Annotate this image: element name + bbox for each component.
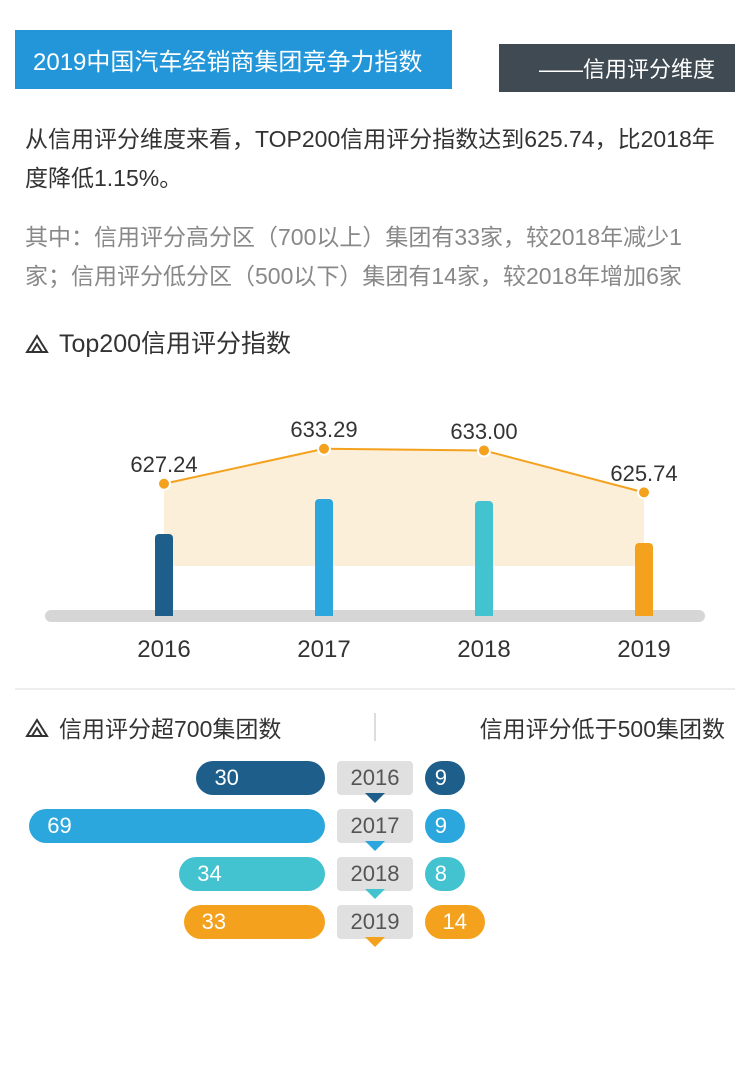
description-primary: 从信用评分维度来看，TOP200信用评分指数达到625.74，比2018年度降低… [25, 120, 725, 198]
diverging-year-cell: 2018 [325, 854, 425, 894]
triangle-icon [25, 332, 49, 352]
chart1-value-label: 627.24 [104, 452, 224, 478]
chart1-bar [475, 501, 493, 617]
triangle-icon [25, 717, 49, 737]
diverging-row: 30 2016 9 [25, 754, 725, 802]
chart1-value-label: 633.29 [264, 417, 384, 443]
chart1-baseline-track [45, 610, 705, 622]
year-badge: 2018 [337, 857, 414, 891]
dual-left-title-wrap: 信用评分超700集团数 [25, 710, 354, 744]
dual-right-title-wrap: 信用评分低于500集团数 [396, 710, 725, 744]
header-main-title: 2019中国汽车经销商集团竞争力指数 [15, 30, 452, 89]
year-badge: 2019 [337, 905, 414, 939]
dual-section-header: 信用评分超700集团数 信用评分低于500集团数 [25, 710, 725, 744]
section-title-chart1-text: Top200信用评分指数 [59, 324, 291, 360]
diverging-left-bar: 30 [196, 761, 325, 795]
chart1-x-label: 2018 [424, 636, 544, 664]
dual-right-title: 信用评分低于500集团数 [480, 710, 725, 744]
dual-left-title: 信用评分超700集团数 [59, 710, 281, 744]
diverging-year-cell: 2019 [325, 902, 425, 942]
diverging-year-cell: 2016 [325, 758, 425, 798]
chart1-x-label: 2017 [264, 636, 384, 664]
diverging-left-bar: 69 [29, 809, 325, 843]
diverging-left-bar: 33 [184, 905, 325, 939]
section-title-chart1: Top200信用评分指数 [25, 324, 725, 360]
chart1-bar [155, 534, 173, 616]
header: 2019中国汽车经销商集团竞争力指数 ——信用评分维度 [15, 30, 735, 90]
dual-separator [374, 713, 376, 741]
divider [15, 688, 735, 690]
chart1-value-label: 633.00 [424, 419, 544, 445]
diverging-left-bar: 34 [179, 857, 325, 891]
chart1-value-label: 625.74 [584, 461, 704, 487]
diverging-bar-chart: 30 2016 9 69 2017 9 34 2018 8 33 2019 14 [25, 754, 725, 946]
chart1-line-area [25, 370, 725, 620]
diverging-row: 34 2018 8 [25, 850, 725, 898]
diverging-right-bar: 9 [425, 809, 465, 843]
chevron-down-icon [365, 937, 385, 947]
diverging-right-bar: 14 [425, 905, 485, 939]
diverging-right-cell: 14 [425, 905, 725, 939]
diverging-year-cell: 2017 [325, 806, 425, 846]
description-secondary: 其中：信用评分高分区（700以上）集团有33家，较2018年减少1家；信用评分低… [25, 218, 725, 296]
diverging-left-cell: 69 [25, 809, 325, 843]
diverging-right-bar: 9 [425, 761, 465, 795]
diverging-left-cell: 30 [25, 761, 325, 795]
diverging-right-cell: 8 [425, 857, 725, 891]
diverging-right-cell: 9 [425, 761, 725, 795]
header-sub-title: ——信用评分维度 [499, 44, 735, 92]
year-badge: 2017 [337, 809, 414, 843]
chart1-bar [635, 543, 653, 617]
page: 2019中国汽车经销商集团竞争力指数 ——信用评分维度 从信用评分维度来看，TO… [0, 30, 750, 946]
diverging-row: 33 2019 14 [25, 898, 725, 946]
diverging-left-cell: 33 [25, 905, 325, 939]
year-badge: 2016 [337, 761, 414, 795]
chart1-x-label: 2016 [104, 636, 224, 664]
diverging-left-cell: 34 [25, 857, 325, 891]
chart1-bar [315, 499, 333, 616]
diverging-right-bar: 8 [425, 857, 465, 891]
chart1-x-label: 2019 [584, 636, 704, 664]
chart-top200-index: 627.24 2016 633.29 2017 633.00 2018 625.74 2019 [25, 370, 725, 670]
diverging-right-cell: 9 [425, 809, 725, 843]
diverging-row: 69 2017 9 [25, 802, 725, 850]
